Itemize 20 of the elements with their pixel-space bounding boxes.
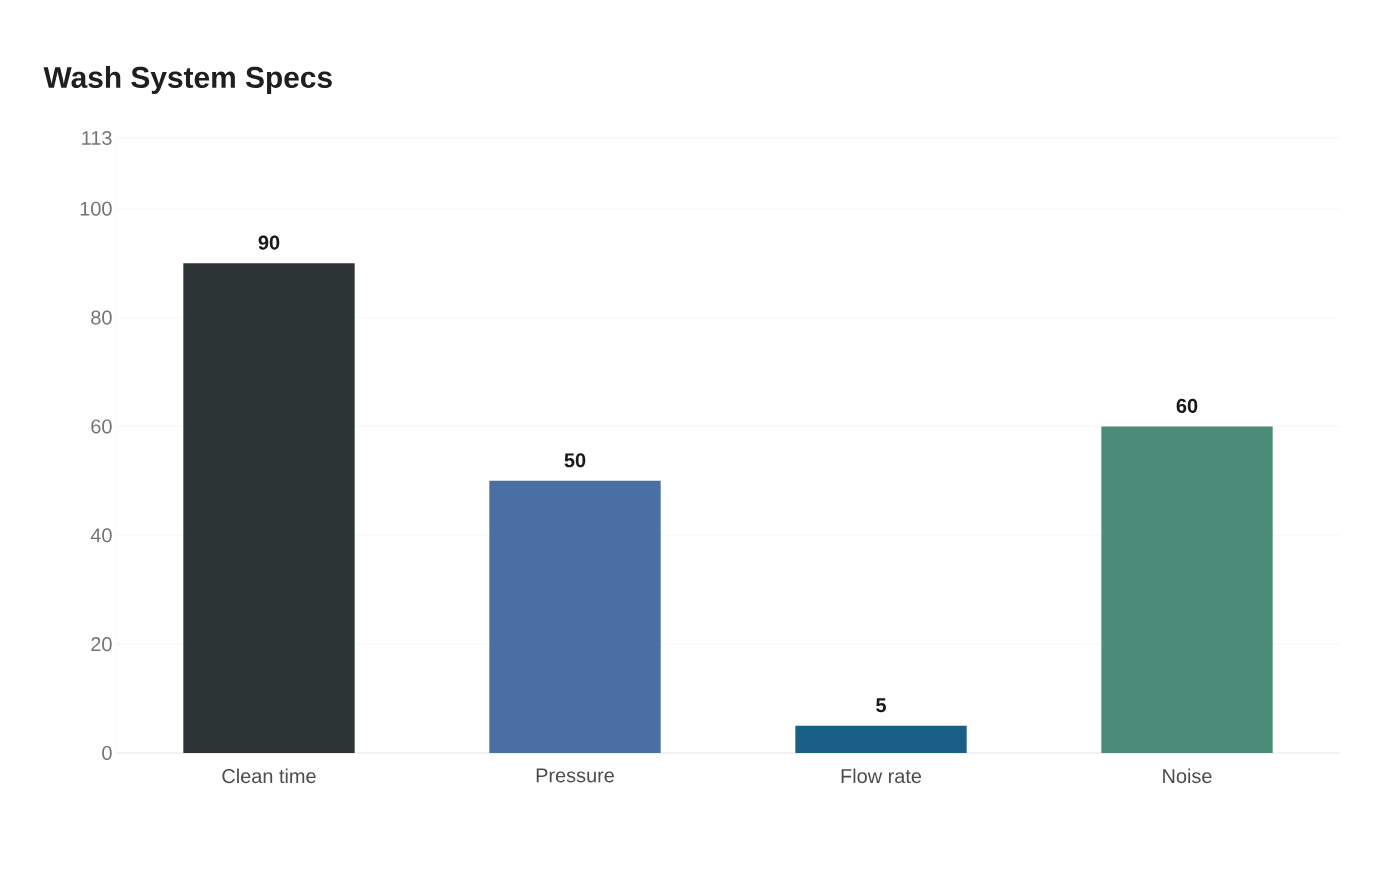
x-tick-label: Clean time <box>222 768 316 784</box>
bar <box>795 725 967 753</box>
x-tick-label: Flow rate <box>841 768 922 784</box>
data-label: 5 <box>876 698 886 713</box>
y-tick-label: 40 <box>90 528 112 543</box>
y-tick-label: 20 <box>91 637 112 652</box>
y-tick-label: 113 <box>82 130 112 146</box>
data-label: 90 <box>258 235 280 250</box>
bar <box>1101 426 1273 753</box>
bar <box>489 480 661 753</box>
y-tick-label: 100 <box>80 201 112 216</box>
bar <box>183 263 355 753</box>
y-tick-label: 60 <box>91 419 112 434</box>
x-tick-label: Noise <box>1163 768 1212 784</box>
data-label: 60 <box>1176 398 1198 413</box>
x-tick-label: Pressure <box>536 768 614 783</box>
y-tick-label: 0 <box>102 745 112 761</box>
y-tick-label: 80 <box>91 310 112 325</box>
data-label: 50 <box>564 453 586 468</box>
chart-title: Wash System Specs <box>43 66 332 94</box>
